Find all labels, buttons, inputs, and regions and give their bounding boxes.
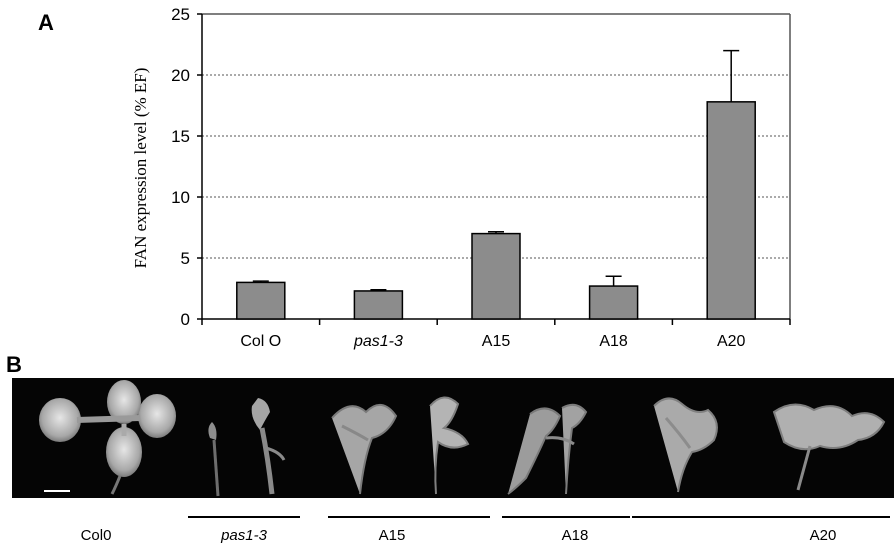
seedling-photo-strip	[12, 378, 894, 498]
a18-seedling-image	[507, 403, 588, 495]
x-tick-labels: Col O pas1-3 A15 A18 A20	[240, 333, 745, 350]
bars	[236, 101, 756, 320]
axes	[197, 13, 791, 325]
bar-a15	[471, 232, 521, 320]
col0-seedling-image	[39, 380, 176, 495]
x-tick-label: A20	[717, 333, 746, 350]
group-line-pas1-3	[188, 516, 300, 518]
caption-a18: A18	[561, 527, 589, 544]
panel-a-label: A	[38, 10, 54, 35]
y-tick-labels: 0 5 10 15 20 25	[171, 5, 190, 329]
bar-a18	[588, 285, 639, 320]
pas1-3-seedling-image	[208, 398, 286, 497]
y-tick-label: 5	[181, 249, 190, 268]
a20-seedling-image	[653, 397, 886, 493]
y-axis-label: FAN expression level (% EF)	[131, 68, 150, 269]
group-line-a18	[502, 516, 630, 518]
caption-pas1-3: pas1-3	[221, 527, 267, 544]
x-tick-label: A15	[482, 333, 511, 350]
a15-seedling-image	[331, 396, 470, 495]
bar-col-o	[236, 281, 286, 320]
y-tick-label: 25	[171, 5, 190, 24]
x-tick-label: pas1-3	[353, 333, 403, 350]
y-tick-label: 15	[171, 127, 190, 146]
error-bars	[252, 49, 740, 291]
caption-a20: A20	[809, 527, 837, 544]
y-tick-label: 20	[171, 66, 190, 85]
group-line-a20	[632, 516, 890, 518]
x-tick-label: Col O	[240, 333, 281, 350]
caption-a15: A15	[378, 527, 406, 544]
group-line-a15	[328, 516, 490, 518]
y-tick-label: 0	[181, 310, 190, 329]
panel-b-label: B	[6, 352, 22, 377]
x-tick-label: A18	[599, 333, 628, 350]
grid-lines	[202, 74, 790, 259]
y-tick-label: 10	[171, 188, 190, 207]
bar-chart: 0 5 10 15 20 25 Col O pas1-3 A15 A18 A20 FAN expr…	[131, 5, 791, 350]
bar-pas1-3	[353, 290, 404, 320]
bar-a20	[706, 101, 756, 320]
caption-col0: Col0	[80, 527, 112, 544]
